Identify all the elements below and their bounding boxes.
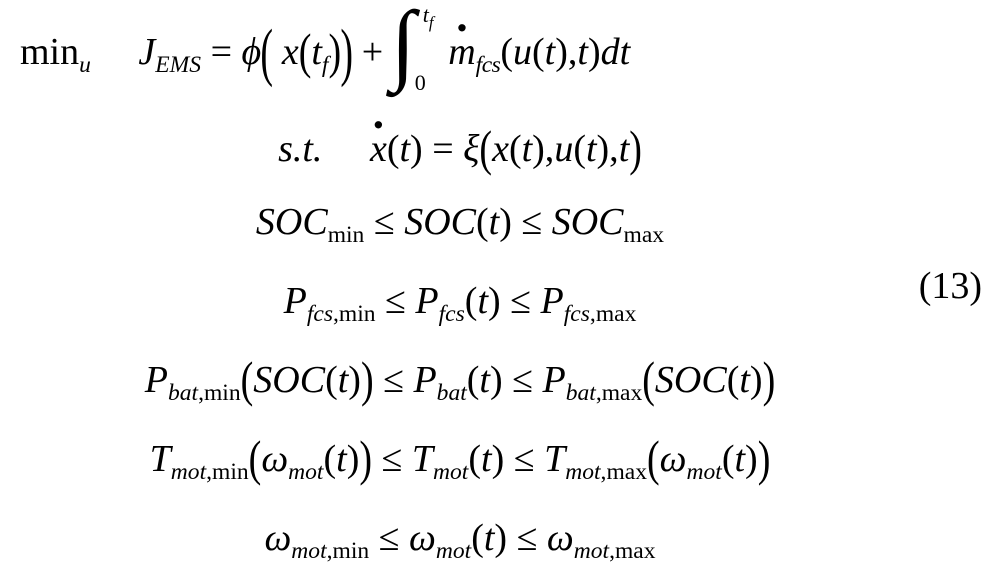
t-var-6a: t bbox=[336, 438, 347, 480]
p-2: P bbox=[415, 280, 438, 322]
om-mot-6a: mot bbox=[288, 459, 323, 485]
t-var-4: t bbox=[477, 280, 488, 322]
equation-lines: minu JEMS = ϕ( x(tf)) + ∫ 0 tf mfcs(u(t)… bbox=[20, 8, 900, 564]
u-var-1: u bbox=[513, 31, 532, 73]
soc-5b: SOC bbox=[655, 359, 727, 401]
t-var-6b: t bbox=[481, 438, 492, 480]
om-7a: ω bbox=[264, 517, 291, 559]
le-4a: ≤ bbox=[385, 280, 415, 322]
soc-max-sub: max bbox=[624, 222, 665, 248]
x-var-1: x bbox=[282, 31, 299, 73]
om-6a: ω bbox=[261, 438, 288, 480]
st-label: s.t. bbox=[278, 128, 322, 170]
equals-2: = bbox=[432, 128, 463, 170]
pbat-min-sub: bat,min bbox=[168, 380, 241, 406]
tf-t: t bbox=[311, 31, 322, 73]
pbat-constraint: Pbat,min(SOC(t)) ≤ Pbat(t) ≤ Pbat,max(SO… bbox=[20, 361, 900, 406]
J-sub-ems: EMS bbox=[155, 52, 201, 78]
tmot-sub: mot bbox=[433, 459, 468, 485]
om-mot-6b: mot bbox=[686, 459, 721, 485]
min-operator: min bbox=[20, 31, 79, 73]
soc-3: SOC bbox=[552, 201, 624, 243]
t-var-2d: t bbox=[619, 128, 630, 170]
t-var-1a: t bbox=[545, 31, 556, 73]
tmot-max-sub: mot,max bbox=[565, 459, 647, 485]
le-6a: ≤ bbox=[382, 438, 412, 480]
le-5a: ≤ bbox=[383, 359, 413, 401]
le-3a: ≤ bbox=[374, 201, 404, 243]
t-var-3: t bbox=[489, 201, 500, 243]
soc-constraint: SOCmin ≤ SOC(t) ≤ SOCmax bbox=[20, 203, 900, 248]
pb-1: P bbox=[145, 359, 168, 401]
tm-3: T bbox=[544, 438, 565, 480]
pfcs-constraint: Pfcs,min ≤ Pfcs(t) ≤ Pfcs,max bbox=[20, 282, 900, 327]
J-var: J bbox=[138, 31, 155, 73]
p-1: P bbox=[284, 280, 307, 322]
min-sub-u: u bbox=[79, 52, 91, 78]
p-3: P bbox=[541, 280, 564, 322]
pbat-max-sub: bat,max bbox=[566, 380, 643, 406]
xdot: x bbox=[370, 130, 387, 168]
dynamics-line: s.t. x(t) = ξ(x(t),u(t),t) bbox=[20, 130, 900, 168]
tmot-min-sub: mot,min bbox=[171, 459, 249, 485]
tm-1: T bbox=[150, 438, 171, 480]
equation-number: (13) bbox=[919, 264, 982, 308]
pb-2: P bbox=[413, 359, 436, 401]
tmot-constraint: Tmot,min(ωmot(t)) ≤ Tmot(t) ≤ Tmot,max(ω… bbox=[20, 440, 900, 485]
le-7b: ≤ bbox=[517, 517, 547, 559]
le-5b: ≤ bbox=[512, 359, 542, 401]
x-var-2: x bbox=[492, 128, 509, 170]
le-7a: ≤ bbox=[379, 517, 409, 559]
plus-1: + bbox=[362, 31, 393, 73]
t-var-2b: t bbox=[522, 128, 533, 170]
t-var-2a: t bbox=[399, 128, 410, 170]
omot-constraint: ωmot,min ≤ ωmot(t) ≤ ωmot,max bbox=[20, 519, 900, 564]
objective-line: minu JEMS = ϕ( x(tf)) + ∫ 0 tf mfcs(u(t)… bbox=[20, 8, 900, 96]
t-var-5c: t bbox=[739, 359, 750, 401]
t-var-5b: t bbox=[479, 359, 490, 401]
om-7c: ω bbox=[547, 517, 574, 559]
soc-5a: SOC bbox=[253, 359, 325, 401]
om-6b: ω bbox=[660, 438, 687, 480]
equation-block: minu JEMS = ϕ( x(tf)) + ∫ 0 tf mfcs(u(t)… bbox=[0, 0, 1000, 572]
om-7b: ω bbox=[409, 517, 436, 559]
int-upper: tf bbox=[423, 4, 434, 31]
tm-2: T bbox=[412, 438, 433, 480]
mdot-sub: fcs bbox=[476, 52, 501, 78]
t-var-7: t bbox=[484, 517, 495, 559]
soc-min-sub: min bbox=[328, 222, 365, 248]
omot-max-sub: mot,max bbox=[574, 538, 656, 564]
t-var-6c: t bbox=[734, 438, 745, 480]
soc-1: SOC bbox=[256, 201, 328, 243]
le-4b: ≤ bbox=[510, 280, 540, 322]
soc-2: SOC bbox=[404, 201, 476, 243]
mdot: m bbox=[448, 33, 475, 71]
le-6b: ≤ bbox=[514, 438, 544, 480]
pb-3: P bbox=[543, 359, 566, 401]
pfcs-sub: fcs bbox=[439, 301, 465, 327]
dt: dt bbox=[601, 31, 631, 73]
equals-1: = bbox=[211, 31, 242, 73]
t-var-1b: t bbox=[577, 31, 588, 73]
int-lower: 0 bbox=[415, 72, 426, 94]
t-var-2c: t bbox=[586, 128, 597, 170]
integral: ∫ 0 tf bbox=[393, 8, 439, 92]
t-var-5a: t bbox=[338, 359, 349, 401]
pfcs-max-sub: fcs,max bbox=[564, 301, 637, 327]
pbat-sub: bat bbox=[437, 380, 467, 406]
pfcs-min-sub: fcs,min bbox=[307, 301, 376, 327]
xi: ξ bbox=[463, 128, 479, 170]
omot-min-sub: mot,min bbox=[291, 538, 369, 564]
omot-sub: mot bbox=[436, 538, 471, 564]
le-3b: ≤ bbox=[521, 201, 551, 243]
phi: ϕ bbox=[242, 31, 262, 73]
u-var-2: u bbox=[554, 128, 573, 170]
